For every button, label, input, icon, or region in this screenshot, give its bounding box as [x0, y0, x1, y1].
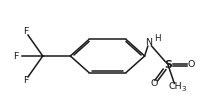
- Text: H: H: [154, 34, 161, 43]
- Text: N: N: [145, 38, 152, 47]
- Text: O: O: [150, 79, 158, 88]
- Text: 3: 3: [181, 86, 186, 92]
- Text: F: F: [23, 75, 28, 85]
- Text: S: S: [164, 60, 172, 70]
- Text: CH: CH: [169, 82, 182, 91]
- Text: O: O: [188, 60, 195, 69]
- Text: F: F: [23, 27, 28, 37]
- Text: F: F: [13, 52, 18, 60]
